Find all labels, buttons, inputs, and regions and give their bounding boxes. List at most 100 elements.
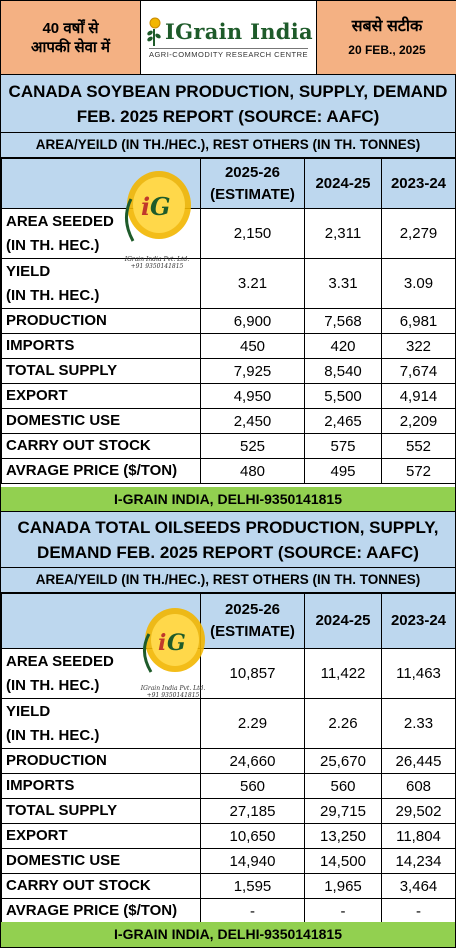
table-row: CARRY OUT STOCK 1,595 1,965 3,464 [1, 873, 456, 899]
row-label-line2: (IN TH. HEC.) [6, 286, 100, 304]
row-label-line1: AVRAGE PRICE ($/TON) [6, 902, 178, 919]
row-label-line1: AREA SEEDED [6, 212, 114, 230]
svg-text:G: G [167, 630, 186, 656]
col-2023-24-header: 2023-24 [381, 593, 456, 649]
value-cell: - [200, 898, 305, 924]
col-2025-26-label: 2025-26 [224, 601, 281, 618]
logo-subtitle: AGRI-COMMODITY RESEARCH CENTRE [148, 47, 309, 59]
value-cell: 495 [304, 458, 382, 484]
row-label: YIELD (IN TH. HEC.) [1, 258, 201, 309]
table-row: EXPORT 4,950 5,500 4,914 [1, 383, 456, 409]
row-label-line1: IMPORTS [6, 337, 75, 354]
value-cell: 552 [381, 433, 456, 459]
value-cell: 2.26 [304, 698, 382, 749]
logo-text: IGrain India [165, 19, 313, 44]
col-2025-26-header: 2025-26 (ESTIMATE) [200, 158, 305, 209]
watermark-company: IGrain India Pvt. Ltd. [140, 685, 206, 692]
value-cell: 2.33 [381, 698, 456, 749]
section1-body: AREA SEEDED (IN TH. HEC.) 2,150 2,311 2,279 Y… [1, 208, 456, 484]
value-cell: 575 [304, 433, 382, 459]
row-label-line1: CARRY OUT STOCK [6, 877, 151, 894]
ig-coin-logo-icon: i G [133, 606, 213, 685]
value-cell: 525 [200, 433, 305, 459]
section2-title-line1: CANADA TOTAL OILSEEDS PRODUCTION, SUPPLY… [17, 518, 439, 537]
value-cell: 560 [200, 773, 305, 799]
row-label: DOMESTIC USE [1, 848, 201, 874]
value-cell: 6,981 [381, 308, 456, 334]
value-cell: 1,965 [304, 873, 382, 899]
table-row: DOMESTIC USE 2,450 2,465 2,209 [1, 408, 456, 434]
value-cell: 3.09 [381, 258, 456, 309]
value-cell: 2,279 [381, 208, 456, 259]
table-row: TOTAL SUPPLY 7,925 8,540 7,674 [1, 358, 456, 384]
table-row: YIELD (IN TH. HEC.) 2.29 2.26 2.33 [1, 698, 456, 749]
table-row: AREA SEEDED (IN TH. HEC.) 10,857 11,422 11,4… [1, 648, 456, 699]
report-date: 20 FEB., 2025 [348, 42, 426, 57]
section1-header-row: 2025-26 (ESTIMATE) 2024-25 2023-24 [1, 158, 456, 209]
table-row: PRODUCTION 24,660 25,670 26,445 [1, 748, 456, 774]
value-cell: 450 [200, 333, 305, 359]
value-cell: 7,925 [200, 358, 305, 384]
row-label: IMPORTS [1, 333, 201, 359]
value-cell: - [381, 898, 456, 924]
value-cell: 3.31 [304, 258, 382, 309]
row-label-line1: TOTAL SUPPLY [6, 802, 118, 819]
col-2024-25-header: 2024-25 [304, 158, 382, 209]
value-cell: 4,950 [200, 383, 305, 409]
value-cell: 3.21 [200, 258, 305, 309]
col-2024-25-header: 2024-25 [304, 593, 382, 649]
section2-header-row: 2025-26 (ESTIMATE) 2024-25 2023-24 [1, 593, 456, 649]
section2-units: AREA/YEILD (IN TH./HEC.), REST OTHERS (I… [1, 568, 455, 593]
value-cell: 14,940 [200, 848, 305, 874]
row-label-line1: IMPORTS [6, 777, 75, 794]
section2-body: AREA SEEDED (IN TH. HEC.) 10,857 11,422 11,4… [1, 648, 456, 924]
value-cell: 25,670 [304, 748, 382, 774]
value-cell: 322 [381, 333, 456, 359]
row-label-line1: EXPORT [6, 827, 68, 844]
row-label: CARRY OUT STOCK [1, 873, 201, 899]
value-cell: 1,595 [200, 873, 305, 899]
section1-units: AREA/YEILD (IN TH./HEC.), REST OTHERS (I… [1, 133, 455, 158]
row-label-line1: YIELD [6, 702, 51, 720]
value-cell: 420 [304, 333, 382, 359]
value-cell: 2.29 [200, 698, 305, 749]
value-cell: 24,660 [200, 748, 305, 774]
row-label: AVRAGE PRICE ($/TON) [1, 458, 201, 484]
section2-table: 2025-26 (ESTIMATE) 2024-25 2023-24 AREA … [1, 593, 456, 924]
col-estimate-label: (ESTIMATE) [210, 185, 295, 203]
row-label-line1: PRODUCTION [6, 312, 107, 329]
value-cell: 608 [381, 773, 456, 799]
value-cell: 5,500 [304, 383, 382, 409]
row-label-line2: (IN TH. HEC.) [6, 676, 100, 694]
row-label-line1: YIELD [6, 262, 51, 280]
table-row: AREA SEEDED (IN TH. HEC.) 2,150 2,311 2,279 [1, 208, 456, 259]
value-cell: 11,422 [304, 648, 382, 699]
table-row: IMPORTS 450 420 322 [1, 333, 456, 359]
section1-title-line1: CANADA SOYBEAN PRODUCTION, SUPPLY, DEMAN… [8, 82, 448, 101]
row-label-line1: PRODUCTION [6, 752, 107, 769]
col-2025-26-label: 2025-26 [224, 163, 281, 181]
svg-text:i: i [141, 192, 150, 221]
value-cell: - [304, 898, 382, 924]
value-cell: 480 [200, 458, 305, 484]
row-label: EXPORT [1, 823, 201, 849]
col-2023-24-header: 2023-24 [381, 158, 456, 209]
value-cell: 7,568 [304, 308, 382, 334]
row-label: IMPORTS [1, 773, 201, 799]
header-banner: 40 वर्षों से आपकी सेवा में IGrain India … [1, 1, 456, 75]
value-cell: 8,540 [304, 358, 382, 384]
table-row: AVRAGE PRICE ($/TON) 480 495 572 [1, 458, 456, 484]
value-cell: 7,674 [381, 358, 456, 384]
row-label: AVRAGE PRICE ($/TON) [1, 898, 201, 924]
tagline-box: 40 वर्षों से आपकी सेवा में [1, 1, 141, 74]
value-cell: 27,185 [200, 798, 305, 824]
col-2025-26-header: 2025-26 (ESTIMATE) [200, 593, 305, 649]
value-cell: 3,464 [381, 873, 456, 899]
table-row: DOMESTIC USE 14,940 14,500 14,234 [1, 848, 456, 874]
value-cell: 14,234 [381, 848, 456, 874]
watermark-phone: +91 9350141815 [130, 263, 184, 270]
value-cell: 11,804 [381, 823, 456, 849]
row-label-line2: (IN TH. HEC.) [6, 236, 100, 254]
value-cell: 10,857 [200, 648, 305, 699]
